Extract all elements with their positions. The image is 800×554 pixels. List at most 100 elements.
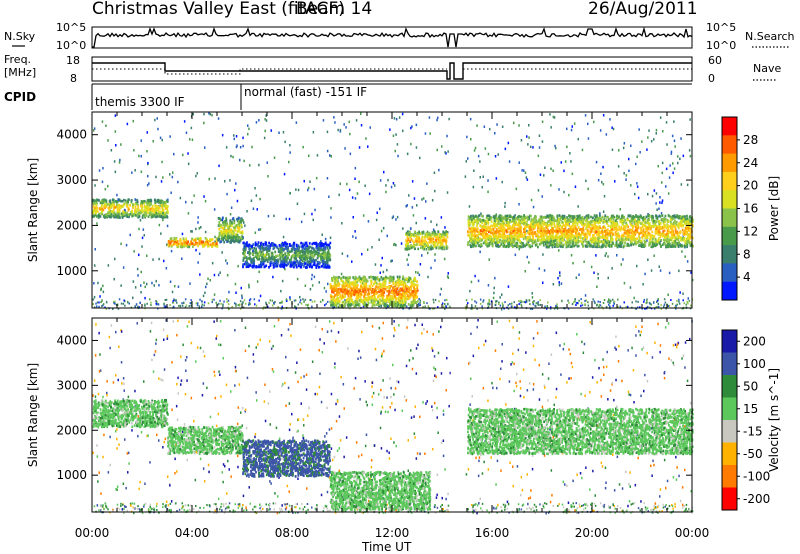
echo-cell — [117, 307, 120, 310]
echo-cell — [105, 300, 108, 304]
echo-cell — [487, 179, 489, 182]
echo-cell — [205, 243, 208, 246]
echo-cell — [167, 243, 170, 247]
echo-cell — [214, 240, 216, 243]
echo-cell — [187, 212, 190, 215]
echo-cell — [437, 241, 440, 244]
echo-cell — [141, 206, 143, 210]
echo-cell — [268, 255, 270, 259]
echo-cell — [570, 128, 573, 132]
echo-cell — [319, 252, 322, 256]
echo-cell — [418, 230, 420, 234]
echo-cell — [235, 145, 238, 149]
echo-cell — [222, 238, 225, 242]
echo-cell — [661, 181, 663, 184]
echo-cell — [186, 243, 188, 247]
echo-cell — [671, 302, 674, 305]
echo-cell — [373, 297, 376, 300]
echo-cell — [175, 238, 177, 241]
echo-cell — [422, 242, 424, 245]
echo-cell — [255, 194, 258, 197]
echo-cell — [251, 252, 254, 256]
echo-cell — [496, 123, 498, 126]
echo-cell — [471, 298, 473, 301]
echo-cell — [417, 238, 420, 242]
echo-cell — [216, 236, 219, 240]
echo-cell — [181, 304, 184, 307]
echo-cell — [256, 280, 259, 283]
echo-cell — [153, 214, 156, 217]
echo-cell — [508, 160, 511, 163]
echo-cell — [177, 242, 180, 246]
echo-cell — [221, 218, 224, 221]
echo-cell — [580, 301, 583, 304]
echo-cell — [285, 259, 288, 263]
echo-cell — [572, 301, 575, 304]
echo-cell — [222, 221, 224, 224]
echo-cell — [401, 304, 404, 308]
echo-cell — [339, 287, 341, 291]
echo-cell — [344, 147, 346, 150]
echo-cell — [445, 233, 447, 237]
echo-cell — [421, 235, 424, 239]
echo-cell — [349, 132, 351, 136]
echo-cell — [190, 304, 192, 307]
echo-cell — [348, 120, 350, 124]
echo-cell — [145, 214, 148, 217]
echo-cell — [240, 286, 242, 290]
echo-cell — [135, 303, 138, 306]
echo-cell — [413, 197, 416, 200]
echo-cell — [169, 135, 171, 138]
echo-cell — [363, 290, 365, 294]
echo-cell — [114, 205, 117, 209]
echo-cell — [587, 304, 590, 307]
echo-cell — [431, 199, 434, 202]
echo-cell — [647, 192, 649, 196]
echo-cell — [400, 306, 403, 309]
echo-cell — [433, 240, 435, 244]
echo-cell — [681, 250, 683, 253]
echo-cell — [497, 153, 499, 156]
nsearch-tick-bottom: 10^0 — [706, 39, 736, 52]
echo-cell — [213, 293, 216, 296]
echo-cell — [226, 222, 228, 225]
echo-cell — [110, 204, 113, 207]
echo-cell — [230, 154, 232, 158]
echo-cell — [657, 302, 660, 306]
echo-cell — [398, 293, 401, 296]
echo-cell — [248, 127, 250, 131]
echo-cell — [326, 149, 329, 153]
echo-cell — [355, 236, 357, 240]
echo-cell — [634, 192, 636, 196]
echo-cell — [295, 252, 297, 256]
echo-cell — [337, 284, 340, 287]
echo-cell — [354, 197, 357, 200]
echo-cell — [392, 279, 395, 282]
echo-cell — [245, 263, 248, 267]
echo-cell — [226, 224, 229, 227]
echo-cell — [394, 149, 396, 153]
echo-cell — [445, 305, 447, 307]
echo-cell — [529, 145, 532, 149]
echo-cell — [447, 302, 449, 306]
echo-cell — [326, 130, 329, 134]
echo-cell — [157, 212, 160, 216]
echo-cell — [203, 304, 205, 307]
echo-cell — [214, 235, 216, 239]
echo-cell — [434, 235, 437, 239]
echo-cell — [279, 248, 282, 251]
echo-cell — [417, 271, 419, 274]
echo-cell — [407, 253, 410, 257]
echo-cell — [653, 307, 656, 310]
echo-cell — [401, 296, 404, 299]
echo-cell — [518, 203, 520, 206]
echo-cell — [496, 245, 499, 248]
echo-cell — [156, 206, 159, 210]
echo-cell — [356, 291, 359, 295]
echo-cell — [312, 258, 315, 261]
echo-cell — [348, 298, 351, 302]
echo-cell — [303, 300, 305, 303]
echo-cell — [330, 304, 333, 307]
echo-cell — [154, 198, 156, 202]
echo-cell — [98, 214, 100, 218]
